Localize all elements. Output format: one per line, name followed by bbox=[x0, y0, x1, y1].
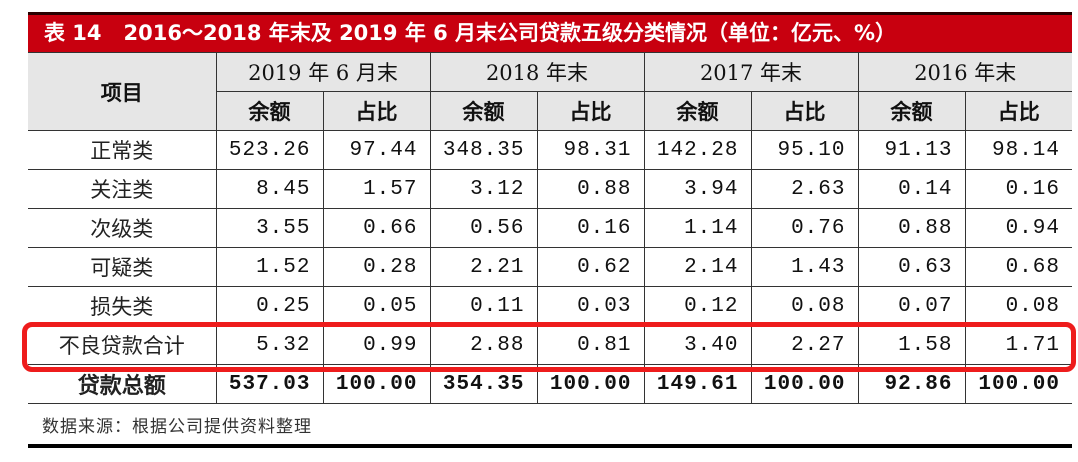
cell-value: 0.05 bbox=[322, 286, 431, 326]
cell-value: 3.55 bbox=[215, 208, 324, 248]
cell-value: 142.28 bbox=[643, 130, 752, 170]
cell-value: 0.28 bbox=[322, 247, 431, 287]
cell-value: 0.63 bbox=[857, 247, 966, 287]
cell-value: 0.08 bbox=[964, 286, 1072, 326]
header-balance: 余额 bbox=[643, 91, 752, 131]
loan-classification-table: 项目 2019 年 6 月末 2018 年末 2017 年末 2016 年末 余… bbox=[28, 52, 1072, 404]
table-number: 表 14 bbox=[44, 21, 102, 45]
cell-value: 0.16 bbox=[964, 169, 1072, 209]
cell-value: 354.35 bbox=[429, 364, 538, 404]
table-row-loan-total: 贷款总额 537.03 100.00 354.35 100.00 149.61 … bbox=[28, 364, 1072, 404]
table-row-doubtful: 可疑类 1.52 0.28 2.21 0.62 2.14 1.43 0.63 0… bbox=[28, 247, 1072, 287]
cell-value: 100.00 bbox=[322, 364, 431, 404]
table-row-npl-total: 不良贷款合计 5.32 0.99 2.88 0.81 3.40 2.27 1.5… bbox=[28, 325, 1072, 365]
row-label: 贷款总额 bbox=[28, 364, 217, 404]
header-balance: 余额 bbox=[429, 91, 538, 131]
cell-value: 0.88 bbox=[536, 169, 645, 209]
cell-value: 0.81 bbox=[536, 325, 645, 365]
header-period-2019h1: 2019 年 6 月末 bbox=[215, 52, 431, 92]
cell-value: 149.61 bbox=[643, 364, 752, 404]
row-label: 次级类 bbox=[28, 208, 217, 248]
cell-value: 1.58 bbox=[857, 325, 966, 365]
cell-value: 2.63 bbox=[750, 169, 859, 209]
cell-value: 0.99 bbox=[322, 325, 431, 365]
cell-value: 100.00 bbox=[750, 364, 859, 404]
cell-value: 3.94 bbox=[643, 169, 752, 209]
cell-value: 97.44 bbox=[322, 130, 431, 170]
header-ratio: 占比 bbox=[964, 91, 1072, 131]
header-balance: 余额 bbox=[857, 91, 966, 131]
header-balance: 余额 bbox=[216, 91, 324, 131]
cell-value: 2.27 bbox=[750, 325, 859, 365]
cell-value: 348.35 bbox=[429, 130, 538, 170]
header-period-2017: 2017 年末 bbox=[643, 52, 859, 92]
header-row-sub: 余额 占比 余额 占比 余额 占比 余额 占比 bbox=[28, 91, 1072, 131]
cell-value: 0.66 bbox=[322, 208, 431, 248]
header-ratio: 占比 bbox=[322, 91, 431, 131]
cell-value: 1.14 bbox=[643, 208, 752, 248]
row-label: 可疑类 bbox=[28, 247, 217, 287]
cell-value: 8.45 bbox=[215, 169, 324, 209]
cell-value: 0.68 bbox=[964, 247, 1072, 287]
cell-value: 98.14 bbox=[964, 130, 1072, 170]
cell-value: 523.26 bbox=[215, 130, 324, 170]
bottom-rule bbox=[28, 444, 1072, 448]
header-period-2018: 2018 年末 bbox=[429, 52, 645, 92]
cell-value: 2.14 bbox=[643, 247, 752, 287]
cell-value: 0.16 bbox=[536, 208, 645, 248]
data-source-note: 数据来源：根据公司提供资料整理 bbox=[42, 417, 312, 437]
header-period-2016: 2016 年末 bbox=[857, 52, 1072, 92]
cell-value: 0.07 bbox=[857, 286, 966, 326]
cell-value: 1.43 bbox=[750, 247, 859, 287]
cell-value: 0.14 bbox=[857, 169, 966, 209]
header-item: 项目 bbox=[28, 52, 217, 131]
cell-value: 95.10 bbox=[750, 130, 859, 170]
table-row-loss: 损失类 0.25 0.05 0.11 0.03 0.12 0.08 0.07 0… bbox=[28, 286, 1072, 326]
cell-value: 537.03 bbox=[215, 364, 324, 404]
header-ratio: 占比 bbox=[750, 91, 859, 131]
cell-value: 0.88 bbox=[857, 208, 966, 248]
cell-value: 2.88 bbox=[429, 325, 538, 365]
table-row-special-mention: 关注类 8.45 1.57 3.12 0.88 3.94 2.63 0.14 0… bbox=[28, 169, 1072, 209]
table-title: 2016～2018 年末及 2019 年 6 月末公司贷款五级分类情况（单位：亿… bbox=[123, 21, 897, 45]
cell-value: 0.94 bbox=[964, 208, 1072, 248]
cell-value: 3.12 bbox=[429, 169, 538, 209]
header-ratio: 占比 bbox=[536, 91, 645, 131]
cell-value: 0.03 bbox=[536, 286, 645, 326]
header-row-periods: 项目 2019 年 6 月末 2018 年末 2017 年末 2016 年末 bbox=[28, 52, 1072, 131]
cell-value: 0.25 bbox=[215, 286, 324, 326]
cell-value: 1.52 bbox=[215, 247, 324, 287]
row-label: 关注类 bbox=[28, 169, 217, 209]
cell-value: 0.12 bbox=[643, 286, 752, 326]
cell-value: 100.00 bbox=[964, 364, 1072, 404]
cell-value: 0.56 bbox=[429, 208, 538, 248]
row-label: 正常类 bbox=[28, 130, 217, 170]
cell-value: 0.76 bbox=[750, 208, 859, 248]
cell-value: 1.71 bbox=[964, 325, 1072, 365]
table-row-substandard: 次级类 3.55 0.66 0.56 0.16 1.14 0.76 0.88 0… bbox=[28, 208, 1072, 248]
cell-value: 100.00 bbox=[536, 364, 645, 404]
cell-value: 92.86 bbox=[857, 364, 966, 404]
cell-value: 2.21 bbox=[429, 247, 538, 287]
cell-value: 0.62 bbox=[536, 247, 645, 287]
row-label: 损失类 bbox=[28, 286, 217, 326]
cell-value: 0.11 bbox=[429, 286, 538, 326]
cell-value: 3.40 bbox=[643, 325, 752, 365]
cell-value: 91.13 bbox=[857, 130, 966, 170]
cell-value: 98.31 bbox=[536, 130, 645, 170]
cell-value: 5.32 bbox=[215, 325, 324, 365]
row-label: 不良贷款合计 bbox=[28, 325, 217, 365]
cell-value: 1.57 bbox=[322, 169, 431, 209]
table-title-bar: 表 14 2016～2018 年末及 2019 年 6 月末公司贷款五级分类情况（… bbox=[28, 12, 1072, 52]
cell-value: 0.08 bbox=[750, 286, 859, 326]
table-row-normal: 正常类 523.26 97.44 348.35 98.31 142.28 95.… bbox=[28, 130, 1072, 170]
